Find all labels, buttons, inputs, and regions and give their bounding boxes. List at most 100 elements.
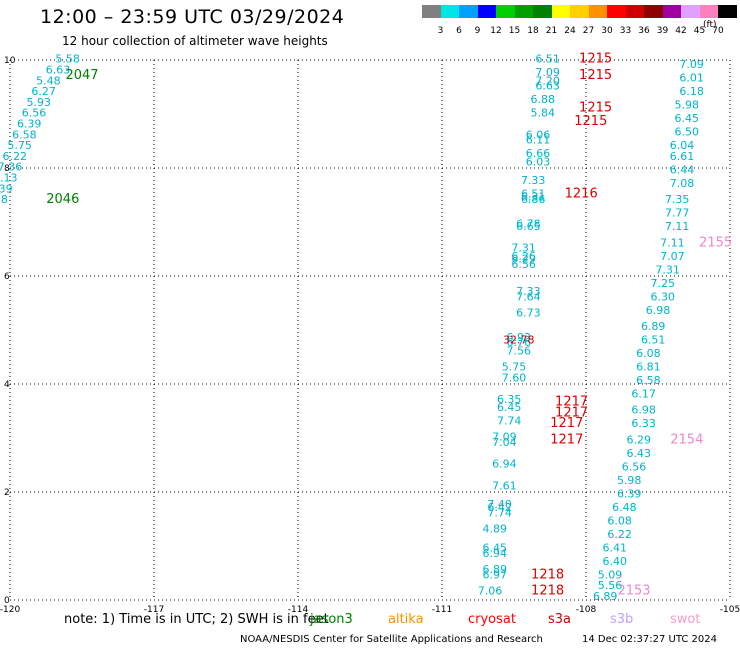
- y-tick-label: 2: [4, 488, 10, 498]
- wave-height-value: 7.33: [521, 174, 546, 187]
- wave-height-value: 5.48: [36, 74, 61, 87]
- colorbar-swatch: [699, 5, 718, 18]
- wave-height-value: 7.11: [665, 220, 690, 233]
- x-tick-label: -111: [432, 605, 452, 615]
- legend-s3b: s3b: [610, 612, 634, 627]
- wave-height-value: 6.50: [675, 126, 700, 139]
- wave-height-value: 6.39: [0, 182, 13, 195]
- wave-height-value: 6.06: [526, 128, 551, 141]
- wave-height-value: 6.89: [593, 590, 618, 603]
- wave-height-value: 6.89: [641, 320, 666, 333]
- wave-height-value: 7.31: [511, 242, 536, 255]
- wave-height-value: 6.51: [641, 334, 666, 347]
- wave-height-value: 6.89: [483, 563, 508, 576]
- wave-height-value: 6.04: [670, 139, 695, 152]
- wave-height-value: 7.31: [655, 263, 680, 276]
- wave-height-value: 6.11: [526, 134, 551, 147]
- wave-height-value: 6.03: [526, 155, 551, 168]
- wave-height-value: 6.08: [607, 514, 632, 527]
- wave-height-value: 6.22: [3, 150, 28, 163]
- page-subtitle: 12 hour collection of altimeter wave hei…: [62, 34, 328, 48]
- wave-height-value: 7.33: [516, 285, 541, 298]
- wave-height-value: 6.58: [12, 128, 37, 141]
- wave-height-value: 6.51: [535, 53, 560, 66]
- wave-height-value: 7.04: [492, 436, 517, 449]
- colorbar-label: 36: [638, 26, 650, 36]
- wave-height-value: 7.64: [516, 290, 541, 303]
- wave-height-value: 6.48: [612, 501, 637, 514]
- wave-height-value: 7.18: [0, 193, 8, 206]
- colorbar-swatch: [551, 5, 570, 18]
- colorbar-swatch: [422, 5, 441, 18]
- y-tick-label: 4: [4, 380, 10, 390]
- wave-height-value: 6.35: [497, 393, 522, 406]
- wave-height-value: 6.97: [483, 568, 508, 581]
- wave-height-value: 5.98: [617, 474, 642, 487]
- colorbar-swatch: [644, 5, 663, 18]
- wave-height-value: 6.41: [603, 541, 628, 554]
- track-time-label: 1217: [555, 405, 588, 420]
- wave-height-value: 6.94: [483, 547, 508, 560]
- wave-height-value: 6.27: [31, 85, 56, 98]
- wave-height-value: 5.56: [598, 579, 623, 592]
- track-time-label: 1217: [555, 395, 588, 410]
- wave-height-value: 6.86: [521, 193, 546, 206]
- wave-height-value: 6.29: [511, 253, 536, 266]
- wave-height-value: 6.56: [511, 258, 536, 271]
- track-time-label: 2153: [617, 584, 650, 599]
- y-tick-label: 6: [4, 272, 10, 282]
- wave-height-value: 32.78: [503, 334, 535, 347]
- wave-height-value: 6.73: [516, 307, 541, 320]
- track-time-label: 1218: [531, 567, 564, 582]
- wave-height-value: 7.06: [478, 585, 503, 598]
- wave-height-value: 6.39: [617, 487, 642, 500]
- wave-height-value: 6.45: [497, 401, 522, 414]
- wave-height-value: 5.84: [531, 107, 556, 120]
- wave-height-value: 6.18: [679, 85, 704, 98]
- track-time-label: 1218: [531, 584, 564, 599]
- y-tick-label: 10: [4, 56, 16, 66]
- wave-height-value: 6.63: [46, 64, 71, 77]
- wave-height-value: 7.74: [487, 506, 512, 519]
- colorbar-swatch: [459, 5, 478, 18]
- y-tick-label: 8: [4, 164, 10, 174]
- wave-height-value: 6.98: [631, 404, 656, 417]
- x-tick-label: -105: [720, 605, 740, 615]
- colorbar-swatch: [570, 5, 589, 18]
- colorbar-swatch: [662, 5, 681, 18]
- wave-height-value: 6.63: [535, 80, 560, 93]
- wave-height-value: 6.39: [17, 118, 42, 131]
- colorbar-label: 30: [601, 26, 613, 36]
- colorbar-label: 33: [619, 26, 632, 36]
- x-tick-label: -114: [288, 605, 309, 615]
- track-time-label: 2046: [46, 192, 79, 207]
- track-time-label: 1217: [550, 416, 583, 431]
- wave-height-value: 7.11: [660, 236, 685, 249]
- track-time-label: 1216: [565, 187, 598, 202]
- colorbar-swatch: [607, 5, 626, 18]
- colorbar-unit: (ft): [703, 20, 717, 30]
- wave-height-value: 6.61: [670, 150, 695, 163]
- colorbar-swatch: [681, 5, 700, 18]
- track-time-label: 1215: [574, 114, 607, 129]
- page-title: 12:00 – 23:59 UTC 03/29/2024: [40, 6, 345, 28]
- wave-height-value: 6.29: [627, 433, 652, 446]
- wave-height-value: 6.58: [636, 374, 661, 387]
- wave-height-value: 6.43: [627, 447, 652, 460]
- wave-height-value: 5.98: [675, 99, 700, 112]
- wave-height-value: 7.09: [535, 66, 560, 79]
- wave-height-value: 6.76: [507, 336, 532, 349]
- wave-height-value: 6.66: [526, 147, 551, 160]
- wave-height-value: 6.33: [631, 417, 656, 430]
- track-time-label: 1215: [579, 52, 612, 67]
- wave-height-value: 6.01: [679, 72, 704, 85]
- wave-height-value: 6.08: [636, 347, 661, 360]
- wave-height-value: 5.58: [55, 53, 80, 66]
- wave-height-value: 7.35: [665, 193, 690, 206]
- legend-s3a: s3a: [548, 612, 572, 627]
- wave-height-value: 7.07: [660, 250, 685, 263]
- track-time-label: 1215: [579, 68, 612, 83]
- wave-height-value: 7.09: [679, 58, 704, 71]
- generation-timestamp: 14 Dec 02:37:27 UTC 2024: [582, 634, 717, 645]
